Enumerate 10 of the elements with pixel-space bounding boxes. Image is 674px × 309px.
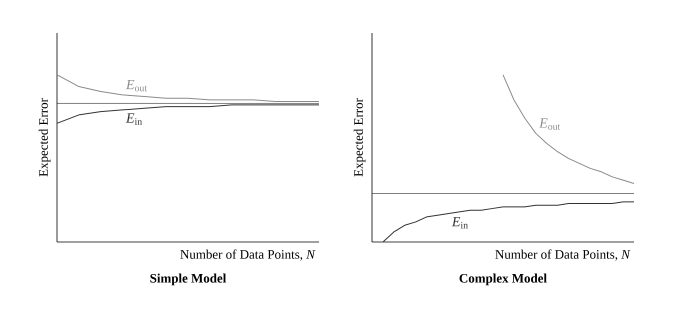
y-axis-title: Expected Error (38, 98, 50, 176)
x-axis-title: Number of Data Points, N (495, 250, 630, 261)
series-label: E$_{out}$ (539, 118, 560, 130)
text: Simple Model (150, 274, 226, 286)
text: Complex Model (460, 274, 547, 286)
x-axis-title: Number of Data Points, N (180, 250, 316, 261)
series-label: E$_{out}$ (126, 80, 147, 92)
series-label: E$_{in}$ (452, 217, 468, 228)
series-label: E$_{in}$ (126, 113, 142, 125)
y-axis-title: Expected Error (354, 98, 366, 176)
